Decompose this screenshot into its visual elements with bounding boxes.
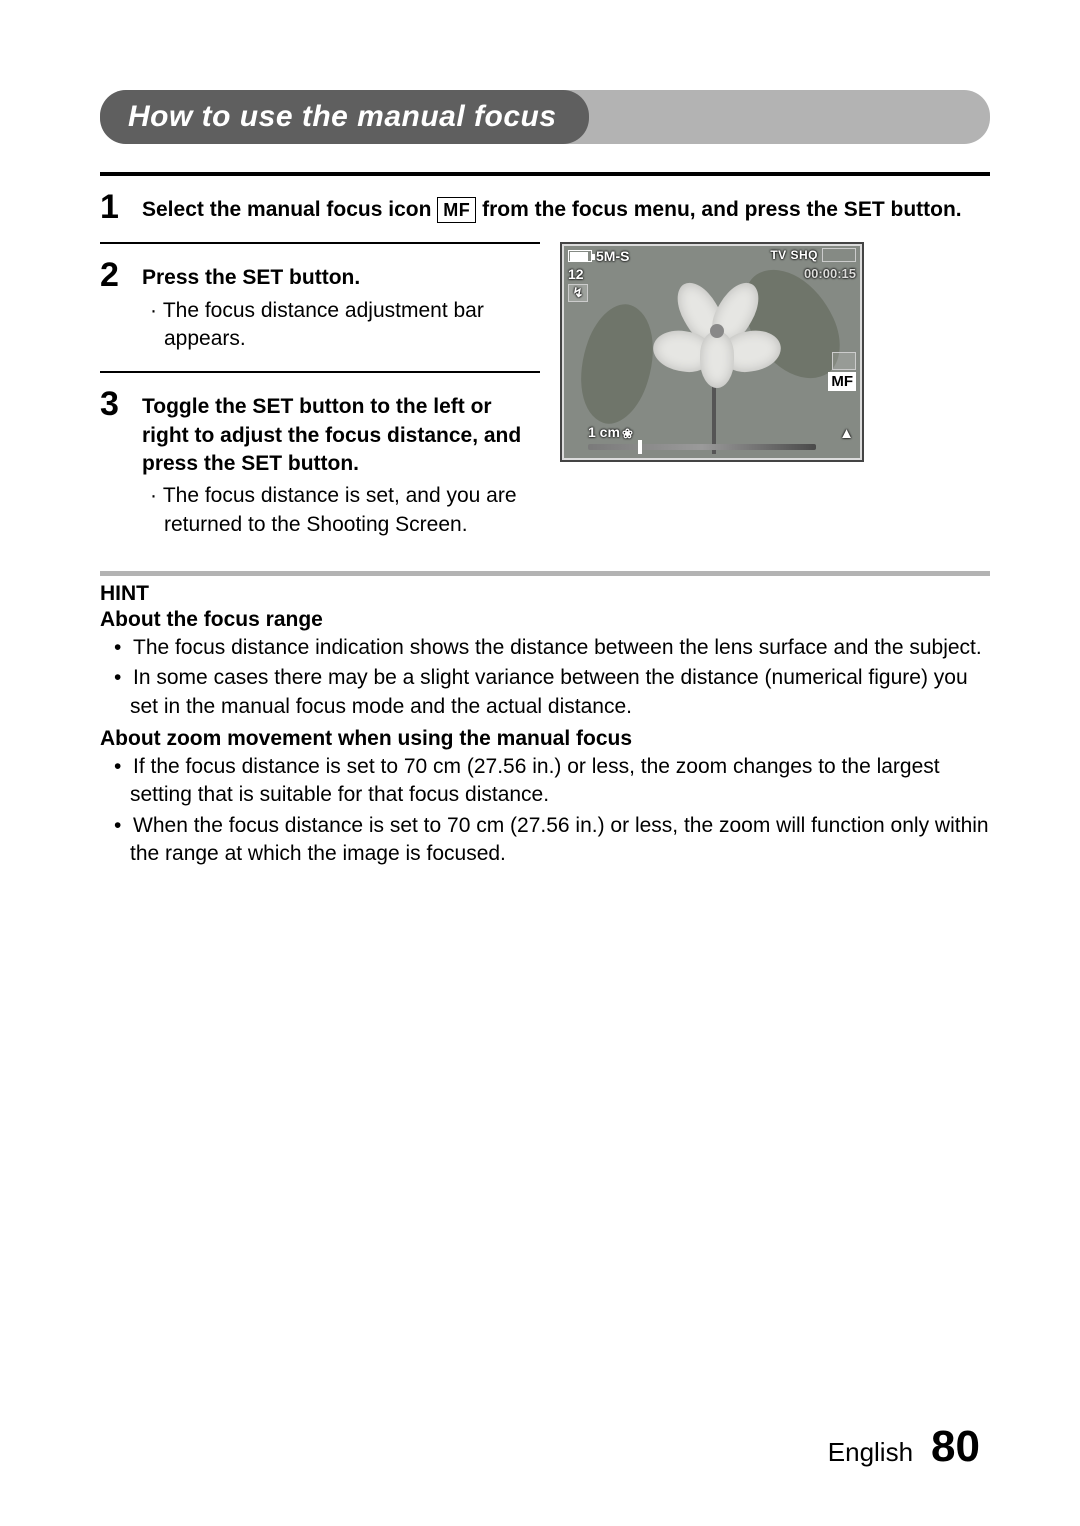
step-detail: · The focus distance is set, and you are… bbox=[142, 482, 540, 539]
footer-language: English bbox=[828, 1437, 913, 1468]
step-title: Press the SET button. bbox=[142, 264, 540, 292]
resolution-label: 5M-S bbox=[596, 248, 629, 264]
level-bars-icon bbox=[822, 248, 856, 262]
hint-list: If the focus distance is set to 70 cm (2… bbox=[100, 753, 990, 868]
manual-page: How to use the manual focus 1 Select the… bbox=[0, 0, 1080, 1526]
mf-indicator: MF bbox=[828, 372, 856, 391]
macro-icon: ❀ bbox=[622, 426, 633, 442]
section-title: How to use the manual focus bbox=[128, 100, 557, 134]
step-title-pre: Select the manual focus icon bbox=[142, 198, 437, 221]
quality-label: TV SHQ bbox=[770, 248, 818, 262]
audio-icon bbox=[832, 352, 856, 370]
hint-subheading: About zoom movement when using the manua… bbox=[100, 727, 990, 751]
record-time: 00:00:15 bbox=[804, 266, 856, 281]
camera-screenshot-column: 5M-S 12 ↯ TV SHQ 00:00:15 MF 1 cm ❀ ▲ bbox=[560, 242, 864, 462]
shot-count: 12 bbox=[568, 266, 584, 282]
flash-icon: ↯ bbox=[568, 284, 588, 302]
battery-icon bbox=[568, 250, 592, 262]
section-title-bar: How to use the manual focus bbox=[100, 90, 990, 144]
hint-label: HINT bbox=[100, 582, 990, 606]
step-1: 1 Select the manual focus icon MF from t… bbox=[100, 176, 990, 242]
step-3: 3 Toggle the SET button to the left or r… bbox=[100, 373, 540, 557]
step-title-post: from the focus menu, and press the SET b… bbox=[476, 198, 961, 221]
step-body: Select the manual focus icon MF from the… bbox=[142, 190, 990, 224]
step-detail-text: The focus distance adjustment bar appear… bbox=[163, 299, 484, 350]
bullet-dot: · bbox=[150, 299, 163, 322]
step-number: 2 bbox=[100, 258, 128, 353]
footer-page-number: 80 bbox=[931, 1422, 980, 1472]
hint-item: In some cases there may be a slight vari… bbox=[100, 664, 990, 721]
step-detail: · The focus distance adjustment bar appe… bbox=[142, 297, 540, 354]
petal-shape bbox=[700, 332, 734, 388]
hint-subheading: About the focus range bbox=[100, 608, 990, 632]
step-number: 3 bbox=[100, 387, 128, 539]
step-2: 2 Press the SET button. · The focus dist… bbox=[100, 244, 540, 371]
step-number: 1 bbox=[100, 190, 128, 224]
step-body: Toggle the SET button to the left or rig… bbox=[142, 387, 540, 539]
infinity-icon: ▲ bbox=[839, 425, 854, 442]
focus-distance-bar bbox=[588, 444, 816, 450]
leaf-shape bbox=[564, 296, 671, 433]
steps-left-column: 2 Press the SET button. · The focus dist… bbox=[100, 242, 540, 557]
hint-list: The focus distance indication shows the … bbox=[100, 634, 990, 721]
page-footer: English 80 bbox=[828, 1422, 980, 1472]
step-body: Press the SET button. · The focus distan… bbox=[142, 258, 540, 353]
focus-distance-value: 1 cm bbox=[588, 424, 620, 440]
mf-icon-badge: MF bbox=[437, 197, 476, 223]
hint-item: When the focus distance is set to 70 cm … bbox=[100, 812, 990, 869]
camera-lcd: 5M-S 12 ↯ TV SHQ 00:00:15 MF 1 cm ❀ ▲ bbox=[560, 242, 864, 462]
steps-and-screenshot: 2 Press the SET button. · The focus dist… bbox=[100, 242, 990, 557]
hint-item: If the focus distance is set to 70 cm (2… bbox=[100, 753, 990, 810]
hint-block: HINT About the focus range The focus dis… bbox=[100, 576, 990, 868]
title-pill-inner: How to use the manual focus bbox=[100, 90, 589, 144]
hint-item: The focus distance indication shows the … bbox=[100, 634, 990, 662]
bullet-dot: · bbox=[150, 484, 163, 507]
battery-fill bbox=[570, 252, 588, 262]
step-title: Toggle the SET button to the left or rig… bbox=[142, 393, 540, 478]
focus-bar-marker bbox=[638, 440, 642, 454]
step-detail-text: The focus distance is set, and you are r… bbox=[163, 484, 517, 535]
